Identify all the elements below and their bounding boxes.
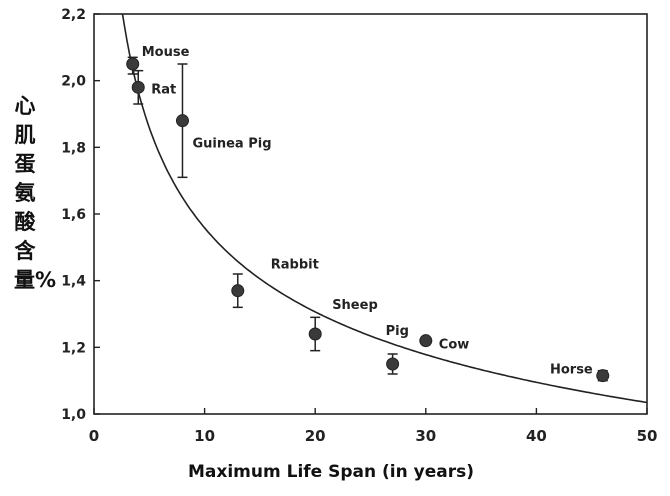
point-marker [419, 334, 433, 348]
y-tick-label: 1,0 [61, 407, 86, 423]
y-tick-label: 2,0 [61, 74, 86, 90]
y-tick-label: 2,2 [61, 7, 86, 23]
point-marker [308, 327, 322, 341]
y-tick-label: 1,2 [61, 340, 86, 356]
point-marker [231, 284, 245, 298]
x-tick-label: 10 [194, 427, 215, 445]
y-axis-label: 心肌蛋氨酸含量% [14, 94, 57, 292]
plot-frame [93, 13, 648, 415]
point-marker [386, 357, 400, 371]
data-point-pig: Pig [386, 324, 409, 375]
x-tick-label: 50 [637, 427, 658, 445]
data-point-rat: Rat [131, 69, 176, 105]
data-point-cow: Cow [419, 334, 469, 353]
point-marker [126, 57, 140, 71]
data-points: Mouse Rat Guinea Pig Rabbit Sheep Pig Cow Horse [126, 45, 610, 383]
x-axis-ticks: 0 10 20 30 40 50 [89, 408, 658, 445]
data-point-horse: Horse [550, 363, 610, 383]
point-label: Rabbit [271, 258, 319, 273]
point-marker [175, 114, 189, 128]
data-point-guinea-pig: Guinea Pig [175, 63, 272, 179]
y-tick-label: 1,8 [61, 140, 86, 156]
x-tick-label: 40 [526, 427, 547, 445]
point-marker [131, 80, 145, 94]
point-label: Horse [550, 363, 593, 378]
data-point-sheep: Sheep [308, 298, 378, 352]
point-label: Cow [439, 338, 469, 353]
x-tick-label: 30 [415, 427, 436, 445]
y-axis-ticks: 1,0 1,2 1,4 1,6 1,8 2,0 2,2 [61, 7, 100, 423]
point-label: Pig [386, 324, 409, 339]
y-tick-label: 1,6 [61, 207, 86, 223]
x-tick-label: 0 [89, 427, 99, 445]
x-tick-label: 20 [305, 427, 326, 445]
point-label: Guinea Pig [192, 137, 271, 152]
data-point-rabbit: Rabbit [231, 258, 319, 309]
point-label: Mouse [142, 45, 190, 60]
point-label: Rat [151, 82, 176, 97]
data-point-mouse: Mouse [126, 45, 190, 75]
y-tick-label: 1,4 [61, 274, 86, 290]
point-marker [596, 369, 610, 383]
point-label: Sheep [332, 298, 378, 313]
x-axis-label: Maximum Life Span (in years) [188, 462, 474, 482]
fit-curve [121, 13, 648, 404]
